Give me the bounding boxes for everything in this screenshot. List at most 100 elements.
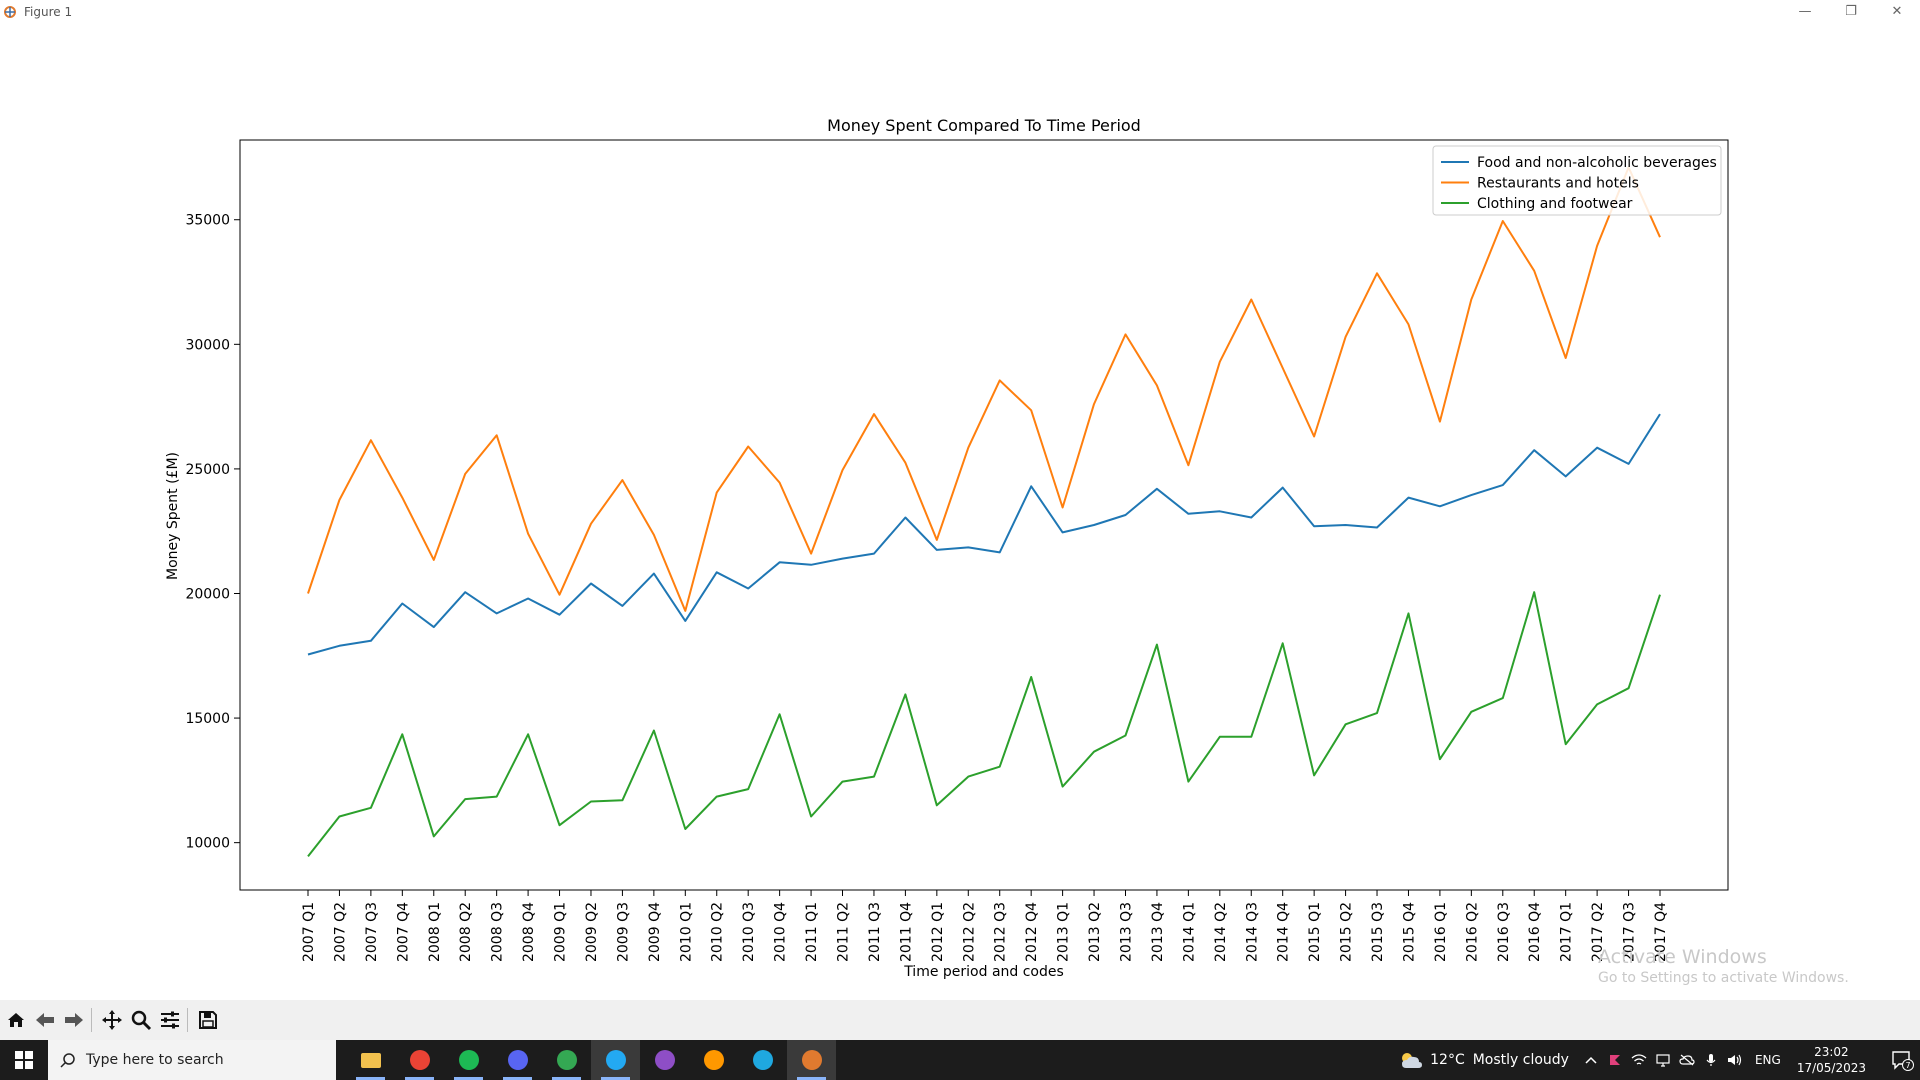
x-tick-label: 2017 Q3 (1622, 902, 1638, 962)
close-button[interactable]: ✕ (1891, 3, 1903, 19)
x-tick-label: 2016 Q1 (1433, 902, 1449, 962)
x-tick-label: 2007 Q1 (301, 902, 317, 962)
save-icon[interactable] (194, 1005, 221, 1035)
plot-area-frame (239, 139, 1729, 891)
taskbar-apps (346, 1040, 836, 1080)
restore-button[interactable]: ❐ (1845, 3, 1857, 19)
x-tick-label: 2015 Q3 (1370, 902, 1386, 962)
x-tick-label: 2017 Q1 (1559, 902, 1575, 962)
x-tick-label: 2012 Q2 (961, 902, 977, 962)
x-tick-label: 2010 Q4 (773, 902, 789, 962)
x-tick-label: 2008 Q2 (458, 902, 474, 962)
sublime-text-icon[interactable] (689, 1040, 738, 1080)
figure-app-icon (2, 4, 18, 20)
x-tick-label: 2012 Q1 (930, 902, 946, 962)
back-icon[interactable] (31, 1005, 58, 1035)
vscode-icon[interactable] (591, 1040, 640, 1080)
y-tick-label: 15000 (185, 711, 230, 727)
x-tick-label: 2015 Q4 (1401, 902, 1417, 962)
x-tick-label: 2010 Q3 (741, 902, 757, 962)
x-tick-label: 2008 Q1 (427, 902, 443, 962)
weather-description: Mostly cloudy (1472, 1052, 1569, 1068)
figure-toolbar (0, 1000, 1920, 1040)
legend-entry: Clothing and footwear (1477, 196, 1633, 212)
clock-time: 23:02 (1814, 1045, 1849, 1059)
input-language[interactable]: ENG (1754, 1053, 1781, 1067)
x-tick-label: 2013 Q3 (1118, 902, 1134, 962)
x-tick-label: 2011 Q4 (898, 902, 914, 962)
python-figure-icon[interactable] (787, 1040, 836, 1080)
notification-center-button[interactable]: 7 (1884, 1040, 1920, 1080)
zoom-icon[interactable] (127, 1005, 154, 1035)
windows-taskbar: Type here to search 12°C Mostly cloudy (0, 1040, 1920, 1080)
onedrive-offline-icon[interactable] (1679, 1052, 1695, 1068)
notification-count: 7 (1905, 1061, 1910, 1070)
legend-box (1432, 145, 1722, 216)
series-lines (307, 166, 1661, 858)
configure-icon[interactable] (156, 1005, 183, 1035)
notification-icon: 7 (1892, 1051, 1914, 1071)
x-axis-label: Time period and codes (903, 964, 1064, 980)
microphone-icon[interactable] (1703, 1052, 1719, 1068)
toolbar-separator (187, 1008, 188, 1032)
colorful-app-tray-icon[interactable] (1607, 1052, 1623, 1068)
clock-date: 17/05/2023 (1796, 1061, 1866, 1075)
x-tick-label: 2009 Q3 (615, 902, 631, 962)
series-line (307, 166, 1661, 612)
x-tick-label: 2013 Q4 (1150, 902, 1166, 962)
file-explorer-icon[interactable] (346, 1040, 395, 1080)
start-button[interactable] (0, 1040, 48, 1080)
activate-windows-watermark: Activate Windows Go to Settings to activ… (1598, 946, 1849, 986)
x-tick-label: 2013 Q1 (1056, 902, 1072, 962)
github-desktop-icon[interactable] (640, 1040, 689, 1080)
x-tick-label: 2011 Q3 (867, 902, 883, 962)
y-axis-label: Money Spent (£M) (165, 452, 181, 580)
y-tick-label: 35000 (185, 213, 230, 229)
x-tick-label: 2007 Q2 (332, 902, 348, 962)
weather-widget[interactable]: 12°C Mostly cloudy (1398, 1050, 1569, 1070)
display-icon[interactable] (1655, 1052, 1671, 1068)
chrome-icon[interactable] (395, 1040, 444, 1080)
weather-temperature: 12°C (1430, 1052, 1465, 1068)
edge-icon[interactable] (738, 1040, 787, 1080)
x-tick-label: 2015 Q1 (1307, 902, 1323, 962)
taskbar-clock[interactable]: 23:02 17/05/2023 (1797, 1044, 1866, 1076)
watermark-subtitle: Go to Settings to activate Windows. (1598, 970, 1849, 986)
y-axis: 10000 15000 20000 25000 30000 35000 (185, 213, 240, 852)
running-indicator (454, 1077, 483, 1080)
wifi-icon[interactable] (1631, 1052, 1647, 1068)
search-placeholder: Type here to search (86, 1052, 224, 1068)
window-title: Figure 1 (24, 5, 73, 19)
chevron-up-icon[interactable] (1583, 1052, 1599, 1068)
forward-icon[interactable] (60, 1005, 87, 1035)
x-tick-label: 2012 Q4 (1024, 902, 1040, 962)
line-chart: Money Spent Compared To Time Period Time… (165, 116, 1729, 980)
x-tick-label: 2015 Q2 (1339, 902, 1355, 962)
system-tray: 12°C Mostly cloudy (1398, 1040, 1920, 1080)
pan-icon[interactable] (98, 1005, 125, 1035)
y-tick-label: 25000 (185, 462, 230, 478)
minimize-button[interactable]: — (1798, 3, 1812, 19)
running-indicator (601, 1077, 630, 1080)
x-tick-label: 2017 Q4 (1653, 902, 1669, 962)
spotify-icon[interactable] (444, 1040, 493, 1080)
x-tick-label: 2009 Q2 (584, 902, 600, 962)
speaker-icon[interactable] (1727, 1052, 1743, 1068)
x-tick-label: 2016 Q2 (1464, 902, 1480, 962)
chrome-profile-icon[interactable] (542, 1040, 591, 1080)
watermark-title: Activate Windows (1598, 946, 1767, 968)
legend: Food and non-alcoholic beverages Restaura… (1432, 145, 1722, 216)
y-tick-label: 10000 (185, 836, 230, 852)
discord-icon[interactable] (493, 1040, 542, 1080)
x-tick-label: 2010 Q2 (710, 902, 726, 962)
taskbar-search-box[interactable]: Type here to search (48, 1040, 336, 1080)
x-tick-label: 2009 Q4 (647, 902, 663, 962)
search-icon (60, 1052, 76, 1068)
x-tick-label: 2016 Q4 (1527, 902, 1543, 962)
home-icon[interactable] (2, 1005, 29, 1035)
x-tick-label: 2014 Q4 (1276, 902, 1292, 962)
x-tick-label: 2016 Q3 (1496, 902, 1512, 962)
x-tick-label: 2014 Q2 (1213, 902, 1229, 962)
y-tick-label: 20000 (185, 586, 230, 602)
chart-title: Money Spent Compared To Time Period (827, 116, 1141, 135)
